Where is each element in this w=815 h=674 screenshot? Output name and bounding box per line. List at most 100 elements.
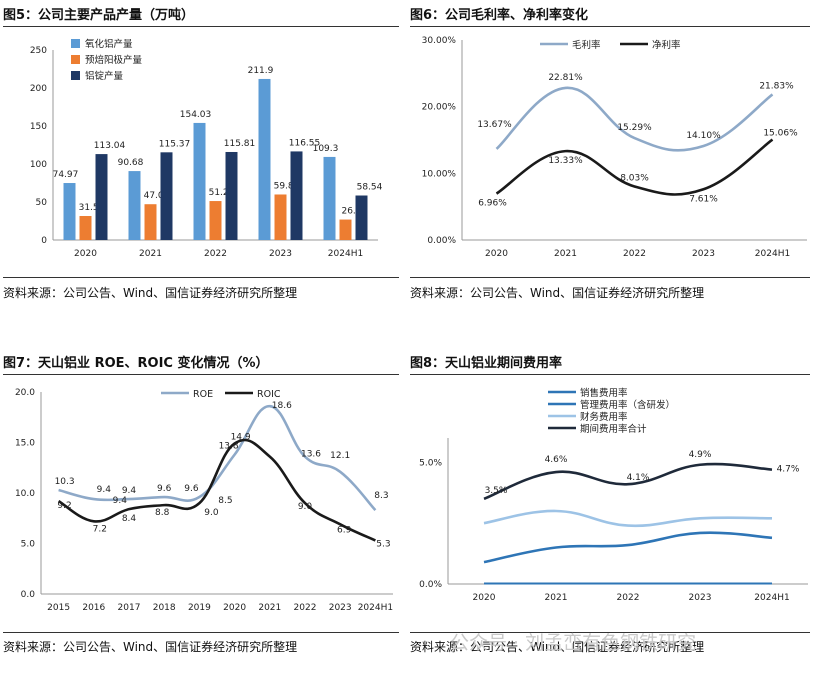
fig8-xtick-label: 2020	[473, 593, 496, 603]
fig8-legend-label: 期间费用率合计	[580, 423, 647, 435]
fig7-data-label: 10.3	[55, 477, 75, 487]
fig6-title: 图6：公司毛利率、净利率变化	[410, 8, 589, 23]
fig6-data-label: 22.81%	[548, 73, 583, 83]
fig7-ytick-label: 10.0	[15, 489, 35, 499]
fig5-bar	[95, 154, 108, 240]
fig7-data-label: 9.4	[97, 485, 112, 495]
fig8-source: 资料来源：公司公告、Wind、国信证券经济研究所整理	[410, 640, 705, 654]
fig7-panel: 图7：天山铝业 ROE、ROIC 变化情况（%） 0.0 5.0 10.0 15.0 2…	[3, 352, 401, 662]
fig6-xtick-label: 2020	[485, 249, 508, 259]
fig5-panel: 图5：公司主要产品产量（万吨） 0 50 100 150 200 250 2020 2021 2…	[3, 4, 401, 304]
fig7-data-label: 8.5	[218, 496, 232, 506]
fig6-data-label: 13.67%	[477, 120, 512, 130]
fig7-xtick-label: 2015	[47, 603, 70, 613]
fig8-title: 图8：天山铝业期间费用率	[410, 356, 563, 371]
fig5-chart: 0 50 100 150 200 250 2020 2021 2022 2023 2024H1 74.…	[30, 38, 383, 259]
fig5-data-label: 109.3	[313, 144, 339, 154]
fig6-data-label: 13.33%	[548, 156, 583, 166]
fig5-data-label: 47.09	[144, 191, 170, 201]
fig5-legend-label: 铝锭产量	[85, 70, 124, 82]
fig6-title-rule	[410, 26, 810, 27]
fig5-data-label: 74.97	[53, 170, 79, 180]
fig7-xtick-label: 2024H1	[358, 603, 393, 613]
fig6-chart: 0.00% 10.00% 20.00% 30.00% 2020 2021 2022 2023 2…	[422, 36, 807, 259]
fig5-data-label: 115.37	[159, 139, 191, 149]
fig5-ytick-label: 200	[30, 84, 47, 94]
fig6-data-label: 6.96%	[478, 199, 507, 209]
fig5-legend-swatch	[71, 55, 80, 64]
fig6-legend-label: 净利率	[652, 39, 681, 51]
fig7-ytick-label: 15.0	[15, 439, 35, 449]
fig6-ytick-label: 10.00%	[422, 169, 457, 179]
fig7-source: 资料来源：公司公告、Wind、国信证券经济研究所整理	[3, 640, 298, 654]
fig5-xtick-label: 2021	[139, 249, 162, 259]
fig6-ytick-label: 30.00%	[422, 36, 457, 46]
fig5-bar	[160, 152, 173, 240]
fig5-source: 资料来源：公司公告、Wind、国信证券经济研究所整理	[3, 286, 298, 300]
fig8-legend-label: 销售费用率	[580, 387, 628, 399]
fig5-data-label: 51.25	[209, 188, 235, 198]
fig5-data-label: 113.04	[94, 141, 126, 151]
fig6-source-rule	[410, 277, 810, 278]
fig7-title: 图7：天山铝业 ROE、ROIC 变化情况（%）	[3, 356, 269, 371]
fig5-bar	[258, 78, 271, 241]
fig5-bar	[339, 219, 352, 240]
fig6-xtick-label: 2021	[554, 249, 577, 259]
fig8-data-label: 3.5%	[485, 486, 508, 496]
fig6-data-label: 21.83%	[759, 81, 794, 91]
fig8-ytick-label: 0.0%	[419, 580, 442, 590]
fig7-data-label: 9.4	[122, 486, 137, 496]
fig5-data-label: 58.54	[357, 183, 383, 193]
fig7-data-label: 5.3	[376, 539, 390, 549]
fig6-xtick-label: 2023	[692, 249, 715, 259]
fig6-series-line	[495, 86, 774, 152]
fig5-bar	[144, 204, 157, 240]
fig7-series-line	[58, 404, 377, 512]
fig6-data-label: 7.61%	[689, 194, 718, 204]
fig8-chart: 0.0% 5.0% 2020 2021 2022 2023 2024H1 3.5% 4.6% 4.…	[419, 387, 808, 603]
fig5-title-rule	[3, 26, 399, 27]
fig8-xtick-label: 2021	[545, 593, 568, 603]
fig8-data-label: 4.9%	[689, 450, 712, 460]
fig7-chart: 0.0 5.0 10.0 15.0 20.0 2015 2016 2017 2018 2019 20…	[15, 388, 393, 613]
fig6-source: 资料来源：公司公告、Wind、国信证券经济研究所整理	[410, 286, 705, 300]
fig5-legend-swatch	[71, 39, 80, 48]
fig5-bar	[79, 216, 92, 240]
fig5-bar	[225, 151, 238, 240]
fig7-xtick-label: 2022	[294, 603, 317, 613]
fig8-series-line	[483, 462, 773, 501]
fig8-series-line	[483, 531, 773, 564]
fig7-data-label: 6.9	[337, 525, 352, 535]
fig7-data-label: 13.6	[301, 450, 321, 460]
fig8-data-label: 4.7%	[777, 465, 800, 475]
fig6-data-label: 14.10%	[686, 131, 721, 141]
fig8-series-line	[483, 509, 773, 528]
fig6-xtick-label: 2022	[623, 249, 646, 259]
fig5-source-rule	[3, 277, 399, 278]
fig7-data-label: 18.6	[272, 401, 292, 411]
fig8-legend-label: 管理费用率（含研发）	[580, 399, 675, 411]
fig5-bar	[128, 171, 141, 240]
fig7-data-label: 9.6	[157, 484, 172, 494]
fig5-legend-label: 预焙阳极产量	[85, 54, 143, 66]
fig7-data-label: 8.8	[155, 508, 170, 518]
fig8-data-label: 4.1%	[627, 473, 650, 483]
fig5-bar	[290, 151, 303, 240]
fig6-series-line	[495, 138, 774, 196]
fig7-series-line	[57, 438, 376, 542]
fig8-source-rule	[410, 632, 810, 633]
fig6-xtick-label: 2024H1	[755, 249, 790, 259]
fig7-legend-label: ROE	[193, 389, 213, 400]
fig5-ytick-label: 150	[30, 122, 47, 132]
fig6-data-label: 15.06%	[763, 129, 798, 139]
fig5-xtick-label: 2023	[269, 249, 292, 259]
fig7-xtick-label: 2019	[188, 603, 211, 613]
fig8-xtick-label: 2022	[617, 593, 640, 603]
fig5-bar	[63, 183, 76, 240]
fig5-data-label: 115.81	[224, 139, 256, 149]
fig5-bar	[274, 194, 287, 240]
fig7-data-label: 7.2	[93, 524, 107, 534]
fig5-title: 图5：公司主要产品产量（万吨）	[3, 8, 195, 23]
fig5-legend-label: 氧化铝产量	[85, 38, 133, 50]
fig5-ytick-label: 0	[41, 236, 47, 246]
